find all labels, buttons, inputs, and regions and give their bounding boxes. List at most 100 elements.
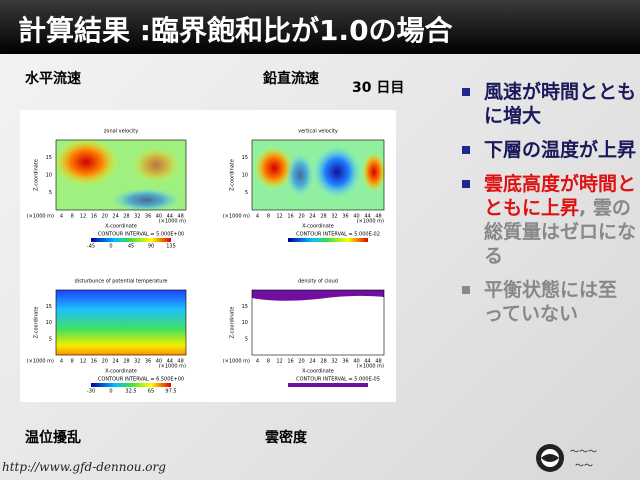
unit-label: (×1000 m) — [27, 214, 54, 220]
plot-bg — [56, 290, 186, 355]
x-tick-label: 40 — [156, 214, 162, 220]
contour-interval: CONTOUR INTERVAL = 5.000E+00 — [98, 232, 184, 238]
panel-title: density of cloud — [298, 279, 338, 285]
contour-interval: CONTOUR INTERVAL = 5.000E-02 — [296, 232, 380, 238]
x-tick-label: 8 — [71, 214, 74, 220]
plot-frame — [251, 289, 385, 356]
x-tick-label: 44 — [364, 214, 370, 220]
x-tick-label: 36 — [145, 359, 151, 365]
x-tick-label: 8 — [267, 214, 270, 220]
axis-label: X-coordinate — [105, 224, 137, 230]
x-tick-label: 28 — [123, 359, 129, 365]
y-tick-label: 15 — [242, 304, 248, 310]
axis-label: Z-coordinate — [34, 307, 40, 339]
x-tick-label: 32 — [134, 214, 140, 220]
y-tick-label: 10 — [242, 173, 248, 179]
y-tick-label: 5 — [49, 336, 52, 342]
x-tick-label: 4 — [60, 359, 63, 365]
x-tick-label: 44 — [167, 359, 173, 365]
x-tick-label: 48 — [375, 214, 381, 220]
y-tick-label: 10 — [242, 320, 248, 326]
unit-label: (×1000 m) — [357, 219, 384, 225]
svg-text:〜〜: 〜〜 — [575, 462, 593, 472]
contour-interval: CONTOUR INTERVAL = 5.000E-05 — [296, 377, 380, 383]
bullet-text: , 雲の総質量はゼロになる — [484, 197, 637, 267]
colorbar — [91, 383, 171, 387]
unit-label: (×1000 m) — [27, 359, 54, 365]
label: 鉛直流速 — [263, 71, 319, 87]
bullet: 風速が時間とともに増大 — [458, 80, 636, 128]
x-tick-label: 16 — [287, 359, 293, 365]
contour-blob — [313, 146, 361, 198]
bullet-text: 雲底高度が時間とともに上昇 — [484, 173, 637, 219]
colorbar-label: 0 — [109, 244, 112, 250]
label: 30 日目 — [352, 80, 405, 96]
x-tick-label: 48 — [177, 214, 183, 220]
axis-label: Z-coordinate — [230, 307, 236, 339]
y-tick-label: 5 — [245, 190, 248, 196]
x-tick-label: 4 — [256, 214, 259, 220]
x-tick-label: 12 — [276, 359, 282, 365]
axis-label: Z-coordinate — [230, 159, 236, 191]
slide-title: 計算結果 :臨界飽和比が1.0の場合 — [18, 14, 453, 47]
axis-label: X-coordinate — [302, 224, 334, 230]
colorbar-label: -30 — [87, 389, 95, 395]
plot-frame — [251, 139, 385, 211]
x-tick-label: 20 — [102, 359, 108, 365]
colorbar — [91, 238, 171, 242]
panel-title: vertical velocity — [298, 129, 338, 135]
colorbar-label: 45 — [128, 244, 134, 250]
x-tick-label: 16 — [287, 214, 293, 220]
x-tick-label: 8 — [267, 359, 270, 365]
y-tick-label: 10 — [46, 320, 52, 326]
x-tick-label: 48 — [375, 359, 381, 365]
bullet: 平衡状態には至っていない — [458, 278, 636, 326]
panel-title: zonal velocity — [104, 129, 138, 135]
x-tick-label: 48 — [177, 359, 183, 365]
title-bar — [0, 0, 640, 54]
footer-url: http://www.gfd-dennou.org — [2, 460, 166, 474]
unit-label: (×1000 m) — [357, 364, 384, 370]
axis-label: X-coordinate — [302, 369, 334, 375]
colorbar-label: 135 — [166, 244, 176, 250]
colorbar-label: 0 — [109, 389, 112, 395]
colorbar-label: -45 — [87, 244, 95, 250]
y-tick-label: 5 — [49, 190, 52, 196]
x-tick-label: 24 — [112, 214, 118, 220]
x-tick-label: 40 — [156, 359, 162, 365]
contour-blob — [362, 152, 386, 192]
svg-text:〜〜〜: 〜〜〜 — [570, 448, 597, 458]
x-tick-label: 28 — [123, 214, 129, 220]
label: 温位擾乱 — [25, 430, 81, 446]
x-tick-label: 20 — [102, 214, 108, 220]
contour-blob — [132, 147, 180, 183]
x-tick-label: 20 — [298, 214, 304, 220]
contour-blob — [111, 188, 181, 212]
y-tick-label: 10 — [46, 173, 52, 179]
unit-label: (×1000 m) — [223, 214, 250, 220]
unit-label: (×1000 m) — [159, 219, 186, 225]
x-tick-label: 40 — [353, 359, 359, 365]
axis-label: Z-coordinate — [34, 159, 40, 191]
x-tick-label: 16 — [91, 214, 97, 220]
x-tick-label: 32 — [331, 359, 337, 365]
contour-blob — [54, 138, 118, 186]
x-tick-label: 20 — [298, 359, 304, 365]
x-tick-label: 16 — [91, 359, 97, 365]
colorbar-label: 90 — [148, 244, 154, 250]
x-tick-label: 4 — [256, 359, 259, 365]
bullet: 下層の温度が上昇 — [458, 138, 636, 162]
x-tick-label: 24 — [112, 359, 118, 365]
y-tick-label: 15 — [242, 155, 248, 161]
x-tick-label: 36 — [342, 214, 348, 220]
x-tick-label: 32 — [134, 359, 140, 365]
x-tick-label: 24 — [309, 359, 315, 365]
plot-frame — [55, 139, 187, 211]
colorbar-label: 32.5 — [125, 389, 136, 395]
colorbar-label: 97.5 — [165, 389, 176, 395]
contour-blob — [254, 146, 294, 190]
cloud-band — [252, 290, 384, 301]
colorbar-label: 65 — [148, 389, 154, 395]
x-tick-label: 32 — [331, 214, 337, 220]
